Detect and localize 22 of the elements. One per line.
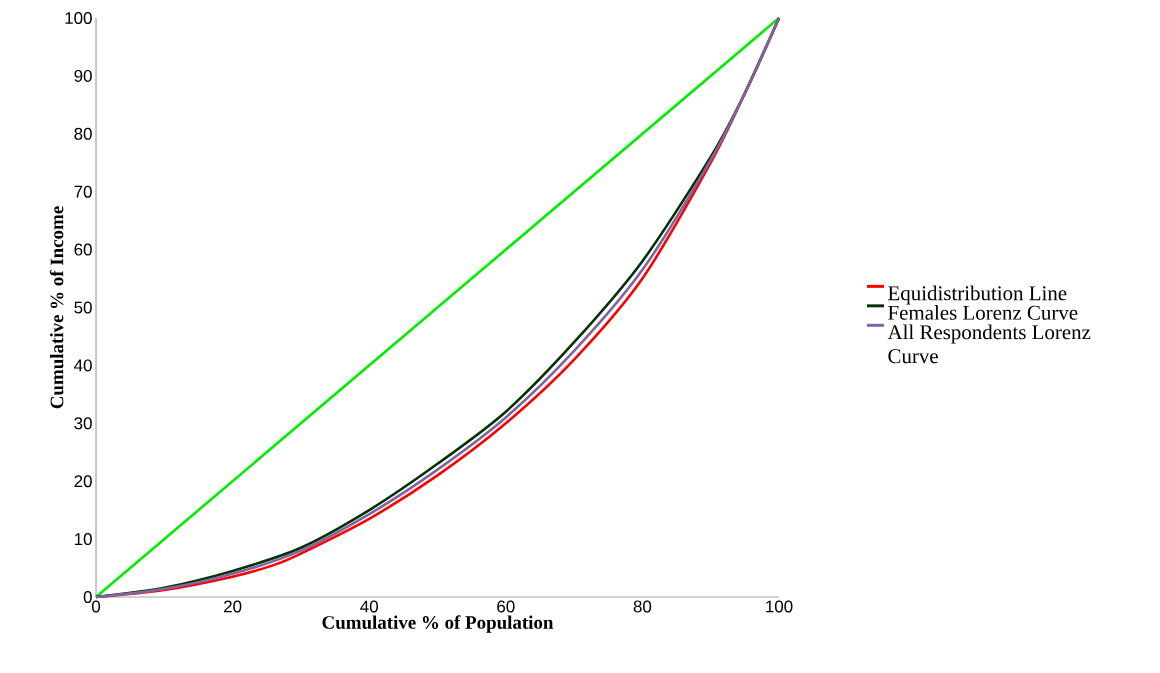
x-tick-label: 40: [360, 600, 378, 613]
x-tick-label: 0: [91, 600, 101, 613]
y-tick-label: 90: [74, 69, 92, 82]
legend-label: All Respondents Lorenz Curve: [887, 324, 1091, 364]
legend-label: Females Lorenz Curve: [888, 305, 1078, 320]
y-tick-label: 40: [74, 359, 92, 372]
legend-label: Equidistribution Line: [888, 285, 1067, 305]
x-tick-label: 80: [633, 600, 652, 613]
y-tick-label: 30: [74, 417, 92, 430]
y-tick-label: 60: [74, 243, 92, 256]
y-axis-title: Cumulative % of Income: [49, 206, 64, 409]
y-tick-label: 80: [74, 127, 92, 140]
y-tick-label: 0: [83, 590, 92, 603]
y-tick-label: 50: [74, 301, 92, 314]
x-axis-title: Cumulative % of Population: [322, 615, 554, 633]
y-tick-label: 20: [74, 475, 92, 488]
y-tick-label: 100: [65, 11, 92, 24]
y-tick-label: 70: [74, 185, 92, 198]
x-tick-label: 100: [766, 600, 793, 613]
x-tick-label: 20: [224, 600, 242, 613]
x-tick-label: 60: [497, 600, 515, 613]
y-tick-label: 10: [74, 533, 92, 546]
